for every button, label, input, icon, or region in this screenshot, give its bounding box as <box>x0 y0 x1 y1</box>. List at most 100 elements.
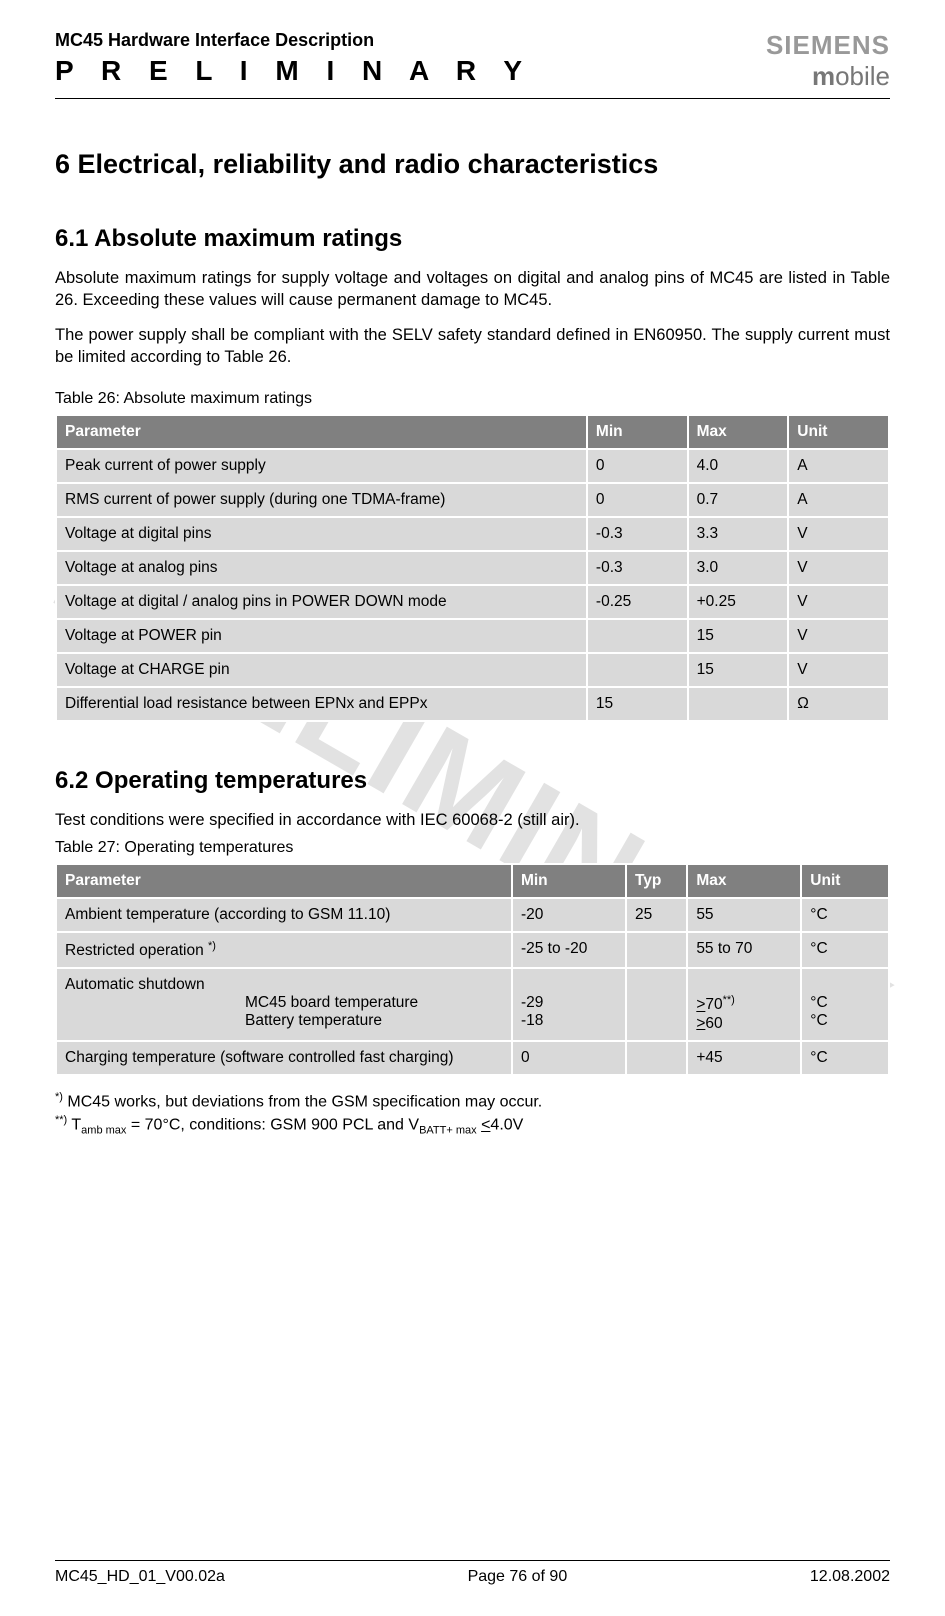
table-cell: Voltage at CHARGE pin <box>56 653 587 687</box>
footer-left: MC45_HD_01_V00.02a <box>55 1568 225 1586</box>
table-cell: Voltage at digital pins <box>56 517 587 551</box>
t27-r0-param: Ambient temperature (according to GSM 11… <box>56 898 512 932</box>
table-cell: 0.7 <box>688 483 789 517</box>
brand-mobile: mobile <box>766 61 890 92</box>
brand-obile: obile <box>835 61 890 91</box>
t26-h-max: Max <box>688 415 789 449</box>
table-cell: V <box>788 653 889 687</box>
table-cell: 3.0 <box>688 551 789 585</box>
header-rule <box>55 98 890 99</box>
table-27: Parameter Min Typ Max Unit Ambient tempe… <box>55 863 890 1075</box>
table-row: RMS current of power supply (during one … <box>56 483 889 517</box>
table-cell: -0.3 <box>587 517 688 551</box>
table-cell <box>587 619 688 653</box>
para-abs-max-2: The power supply shall be compliant with… <box>55 324 890 369</box>
table-row: Voltage at digital pins-0.33.3V <box>56 517 889 551</box>
table-row: Automatic shutdown MC45 board temperatur… <box>56 968 889 1040</box>
para-op-temp: Test conditions were specified in accord… <box>55 809 890 831</box>
table-cell: Peak current of power supply <box>56 449 587 483</box>
table-cell: V <box>788 585 889 619</box>
table-cell: 0 <box>587 483 688 517</box>
t27-r2-max: >70**) >60 <box>687 968 801 1040</box>
t27-r3-unit: °C <box>801 1041 889 1075</box>
t27-r3-param: Charging temperature (software controlle… <box>56 1041 512 1075</box>
table-27-header-row: Parameter Min Typ Max Unit <box>56 864 889 898</box>
table-cell: V <box>788 551 889 585</box>
footer-rule <box>55 1560 890 1561</box>
preliminary-label: P R E L I M I N A R Y <box>55 55 532 87</box>
table-cell: 15 <box>587 687 688 721</box>
table-cell: 3.3 <box>688 517 789 551</box>
t26-h-param: Parameter <box>56 415 587 449</box>
table-row: Differential load resistance between EPN… <box>56 687 889 721</box>
section-6-1-heading: 6.1 Absolute maximum ratings <box>55 225 890 253</box>
table-27-caption: Table 27: Operating temperatures <box>55 839 890 857</box>
t27-r2-min: -29 -18 <box>512 968 626 1040</box>
brand-block: SIEMENS mobile <box>766 30 890 92</box>
table-cell: 15 <box>688 619 789 653</box>
table-row: Voltage at digital / analog pins in POWE… <box>56 585 889 619</box>
table-cell: Voltage at POWER pin <box>56 619 587 653</box>
t27-r0-unit: °C <box>801 898 889 932</box>
footnote-2: **) Tamb max = 70°C, conditions: GSM 900… <box>55 1113 890 1139</box>
t26-h-unit: Unit <box>788 415 889 449</box>
footer-right: 12.08.2002 <box>810 1568 890 1586</box>
t27-r2-unit: °C °C <box>801 968 889 1040</box>
doc-title: MC45 Hardware Interface Description <box>55 30 532 51</box>
t27-r0-min: -20 <box>512 898 626 932</box>
table-cell: -0.25 <box>587 585 688 619</box>
section-6-2-heading: 6.2 Operating temperatures <box>55 767 890 795</box>
table-cell: -0.3 <box>587 551 688 585</box>
table-cell: Voltage at analog pins <box>56 551 587 585</box>
table-cell: Voltage at digital / analog pins in POWE… <box>56 585 587 619</box>
t27-r1-max: 55 to 70 <box>687 932 801 968</box>
t27-r1-typ <box>626 932 687 968</box>
t27-h-param: Parameter <box>56 864 512 898</box>
table-cell: +0.25 <box>688 585 789 619</box>
t27-r3-max: +45 <box>687 1041 801 1075</box>
brand-siemens: SIEMENS <box>766 30 890 61</box>
table-row: Voltage at POWER pin 15V <box>56 619 889 653</box>
table-row: Charging temperature (software controlle… <box>56 1041 889 1075</box>
table-cell <box>688 687 789 721</box>
footer-center: Page 76 of 90 <box>468 1568 568 1586</box>
page-header: MC45 Hardware Interface Description P R … <box>55 30 890 92</box>
footnote-1: *) MC45 works, but deviations from the G… <box>55 1090 890 1114</box>
t27-r3-typ <box>626 1041 687 1075</box>
t27-r1-unit: °C <box>801 932 889 968</box>
table-cell <box>587 653 688 687</box>
table-cell: V <box>788 517 889 551</box>
table-cell: A <box>788 449 889 483</box>
table-cell: Differential load resistance between EPN… <box>56 687 587 721</box>
table-row: Peak current of power supply04.0A <box>56 449 889 483</box>
t27-r1-param: Restricted operation *) <box>56 932 512 968</box>
t27-r0-max: 55 <box>687 898 801 932</box>
table-cell: 4.0 <box>688 449 789 483</box>
table-cell: A <box>788 483 889 517</box>
t27-r1-min: -25 to -20 <box>512 932 626 968</box>
brand-m: m <box>812 61 835 91</box>
t27-h-typ: Typ <box>626 864 687 898</box>
table-row: Voltage at CHARGE pin 15V <box>56 653 889 687</box>
table-cell: RMS current of power supply (during one … <box>56 483 587 517</box>
section-6-heading: 6 Electrical, reliability and radio char… <box>55 149 890 180</box>
header-left: MC45 Hardware Interface Description P R … <box>55 30 532 87</box>
table-row: Voltage at analog pins-0.33.0V <box>56 551 889 585</box>
t27-r2-typ <box>626 968 687 1040</box>
t27-r0-typ: 25 <box>626 898 687 932</box>
table-row: Restricted operation *) -25 to -20 55 to… <box>56 932 889 968</box>
table-row: Ambient temperature (according to GSM 11… <box>56 898 889 932</box>
t27-h-min: Min <box>512 864 626 898</box>
t27-h-unit: Unit <box>801 864 889 898</box>
t27-r3-min: 0 <box>512 1041 626 1075</box>
table-cell: 15 <box>688 653 789 687</box>
table-26: Parameter Min Max Unit Peak current of p… <box>55 414 890 722</box>
table-cell: Ω <box>788 687 889 721</box>
table-26-caption: Table 26: Absolute maximum ratings <box>55 390 890 408</box>
t27-h-max: Max <box>687 864 801 898</box>
page-footer: MC45_HD_01_V00.02a Page 76 of 90 12.08.2… <box>55 1568 890 1586</box>
t27-r2-param: Automatic shutdown MC45 board temperatur… <box>56 968 512 1040</box>
table-cell: 0 <box>587 449 688 483</box>
para-abs-max-1: Absolute maximum ratings for supply volt… <box>55 267 890 312</box>
table-cell: V <box>788 619 889 653</box>
